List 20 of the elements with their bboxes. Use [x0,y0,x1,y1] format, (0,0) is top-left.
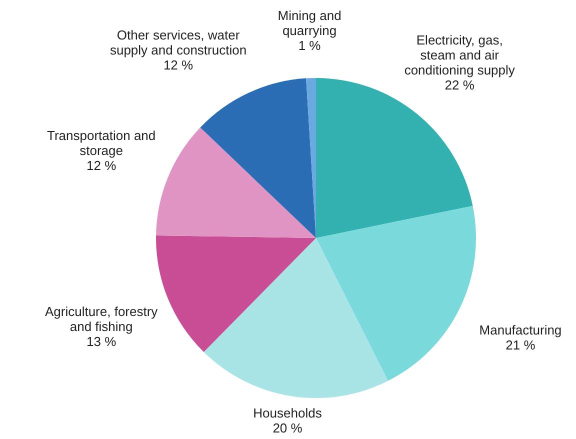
data-label: 1 % [298,38,322,54]
data-label: 20 % [272,420,303,436]
slice-label: Agriculture, forestry and fishing [44,304,158,334]
data-label: 12 % [86,158,117,174]
slice-label: Other services, water supply and construction [110,27,247,58]
slice-label: Electricity, gas, steam and air conditioning supply [404,32,516,78]
data-label: 21 % [506,338,536,353]
slice-label: Households [253,405,322,420]
pie-slice [316,78,473,238]
data-label: 13 % [86,334,117,349]
pie-slice [156,128,316,238]
data-label: 12 % [163,57,194,72]
data-label: 22 % [444,77,475,92]
pie-slice [204,238,388,398]
slice-label: Transportation and storage [46,128,156,158]
pie-slice [200,78,316,238]
slice-label: Manufacturing [479,322,562,338]
pie-slice [316,206,476,381]
slice-label: Mining and quarrying [278,8,342,38]
pie-slice [156,236,316,352]
